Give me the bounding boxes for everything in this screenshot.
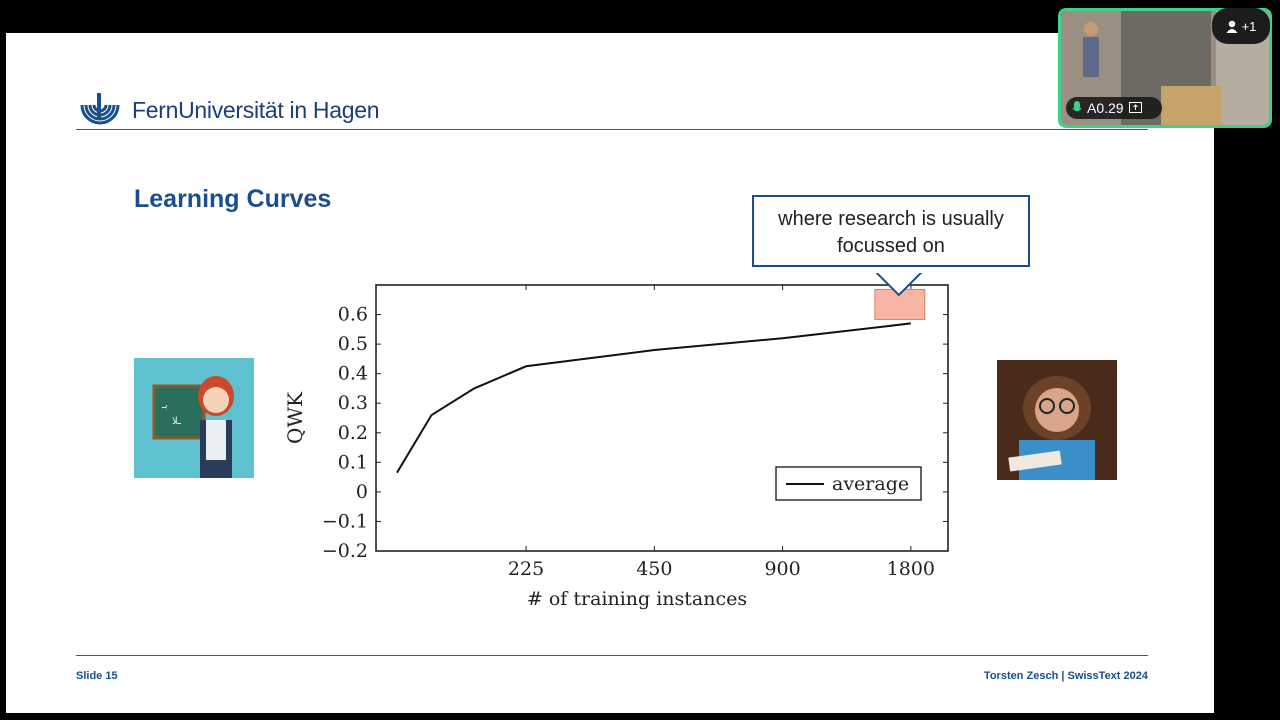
x-axis-label: # of training instances: [527, 588, 747, 610]
teacher-illustration: بـ ـلا: [134, 358, 254, 478]
learning-curve-chart: 0.6 0.5 0.4 0.3 0.2 0.1 0 −0.1 −0.2 225 450 900 1800…: [283, 273, 949, 610]
callout-box: where research is usually focussed on: [752, 195, 1030, 267]
y-axis-label: QWK: [283, 391, 307, 444]
callout-pointer: [875, 273, 923, 297]
slide-number: Slide 15: [76, 670, 118, 682]
footer-divider: [76, 655, 1148, 656]
author-event: Torsten Zesch | SwissText 2024: [983, 670, 1148, 682]
participants-badge[interactable]: +1: [1212, 8, 1270, 44]
y-tick-label: 0.1: [338, 451, 368, 473]
plot-frame: [375, 284, 949, 552]
x-tick-label: 1800: [887, 558, 935, 580]
y-tick-label: 0.3: [338, 392, 368, 414]
y-tick-label: −0.2: [322, 540, 368, 562]
x-tick-label: 450: [636, 558, 672, 580]
x-tick-label: 225: [508, 558, 544, 580]
slide: FernUniversität in Hagen Learning Curves…: [6, 33, 1214, 713]
person-icon: [1226, 20, 1238, 33]
legend-label-average: average: [832, 473, 909, 495]
y-tick-label: 0.6: [338, 304, 368, 326]
participant-name: A0.29: [1087, 100, 1124, 116]
y-tick-label: 0.2: [338, 422, 368, 444]
brand-name: FernUniversität in Hagen: [132, 97, 380, 123]
participant-count: +1: [1241, 18, 1257, 34]
slide-title: Learning Curves: [134, 185, 332, 213]
participant-label: A0.29: [1066, 97, 1162, 119]
share-screen-icon[interactable]: [1128, 102, 1142, 114]
x-tick-label: 900: [764, 558, 800, 580]
series-line-average: [396, 322, 911, 474]
y-tick-label: 0: [356, 481, 368, 503]
legend-box: [775, 466, 922, 501]
y-tick-label: −0.1: [322, 510, 368, 532]
microphone-icon: [1072, 101, 1082, 112]
svg-text:ـلا: ـلا: [172, 416, 182, 427]
header-divider: [76, 129, 1148, 130]
reader-illustration: [997, 360, 1117, 480]
y-tick-label: 0.5: [338, 333, 368, 355]
svg-text:بـ: بـ: [161, 400, 168, 411]
fernuni-logo-icon: [80, 93, 120, 125]
y-tick-label: 0.4: [338, 363, 368, 385]
